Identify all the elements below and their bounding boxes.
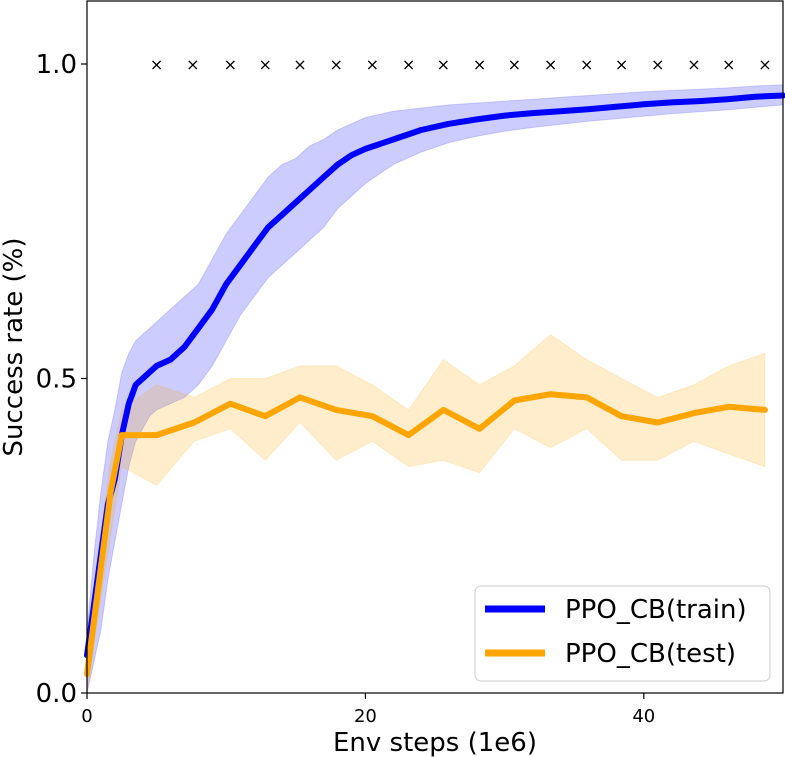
- x-marker: ×: [651, 55, 664, 74]
- x-markers: × × × × × × × × × × × × × × × × × ×: [150, 55, 772, 74]
- x-marker: ×: [186, 55, 199, 74]
- x-marker: ×: [150, 55, 163, 74]
- x-marker: ×: [687, 55, 700, 74]
- band-test: [86, 333, 766, 694]
- x-marker: ×: [473, 55, 486, 74]
- line-test: [84, 391, 768, 678]
- plot-frame: [86, 0, 784, 694]
- legend-label-train: PPO_CB(train): [565, 595, 747, 625]
- y-tick-label: 1.0: [36, 50, 77, 80]
- x-marker: ×: [722, 55, 735, 74]
- y-tick-label: 0.0: [36, 679, 77, 709]
- legend-box: [474, 585, 771, 682]
- y-axis-label: Success rate (%): [0, 238, 29, 457]
- x-marker: ×: [544, 55, 557, 74]
- x-marker: ×: [366, 55, 379, 74]
- x-axis-ticks: 0 20 40: [81, 693, 655, 727]
- x-marker: ×: [508, 55, 521, 74]
- x-marker: ×: [293, 55, 306, 74]
- x-marker: ×: [224, 55, 237, 74]
- x-marker: ×: [258, 55, 271, 74]
- x-tick-label: 20: [354, 706, 377, 727]
- x-marker: ×: [758, 55, 771, 74]
- legend-label-test: PPO_CB(test): [565, 639, 736, 669]
- x-marker: ×: [580, 55, 593, 74]
- x-axis-label: Env steps (1e6): [333, 728, 537, 757]
- legend: PPO_CB(train) PPO_CB(test): [474, 585, 771, 682]
- y-axis-ticks: 0.0 0.5 1.0: [36, 50, 87, 709]
- x-marker: ×: [437, 55, 450, 74]
- x-marker: ×: [329, 55, 342, 74]
- series-lines: [84, 92, 785, 678]
- x-marker: ×: [402, 55, 415, 74]
- x-marker: ×: [615, 55, 628, 74]
- x-tick-label: 40: [632, 706, 655, 727]
- y-tick-label: 0.5: [36, 365, 77, 395]
- line-train: [84, 92, 785, 659]
- x-tick-label: 0: [81, 706, 92, 727]
